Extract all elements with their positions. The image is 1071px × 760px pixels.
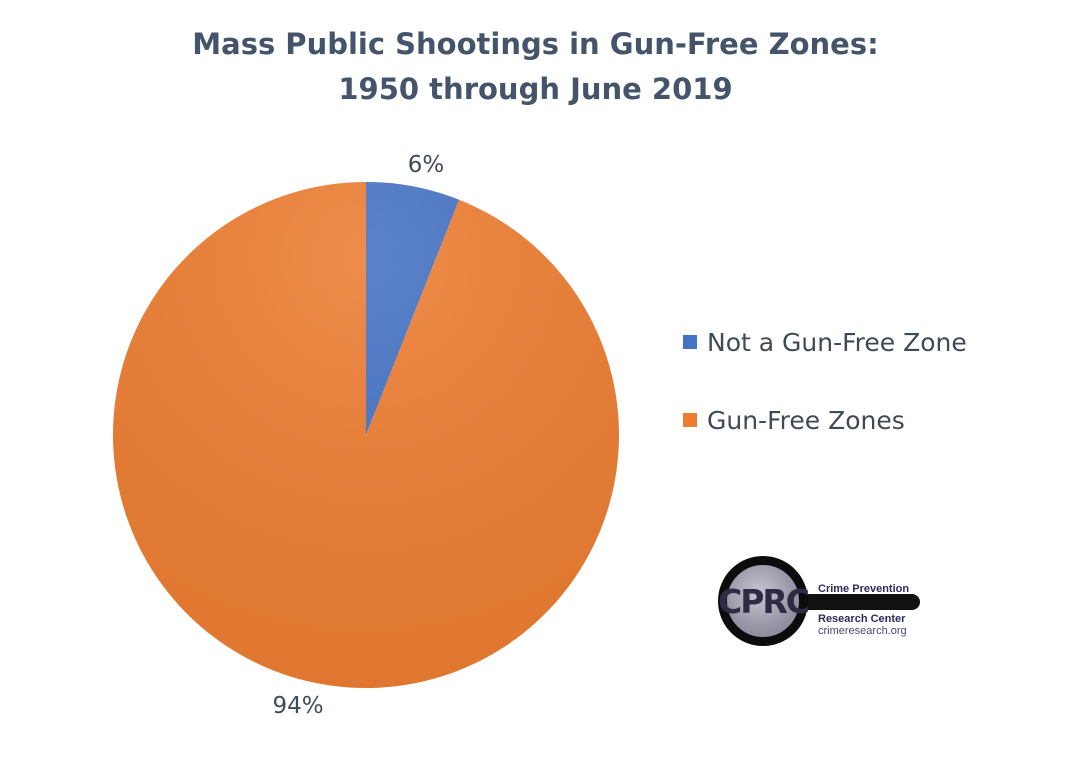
magnifier-lens-icon: CPRC [717,556,810,646]
pie-data-labels: 6% 94% [272,152,444,719]
logo-mark: CPRC [717,581,810,621]
legend-swatch-blue [683,335,697,349]
legend-item-gun-free: Gun-Free Zones [683,400,967,440]
legend-item-not-gun-free: Not a Gun-Free Zone [683,322,967,362]
logo-url: crimeresearch.org [818,625,907,637]
logo-text-line1: Crime Prevention [818,583,910,595]
legend-label: Not a Gun-Free Zone [707,327,967,357]
chart-title: Mass Public Shootings in Gun-Free Zones:… [0,22,1071,112]
chart-title-line1: Mass Public Shootings in Gun-Free Zones: [192,27,879,61]
chart-subtitle: 1950 through June 2019 [338,72,733,106]
data-label-gun-free-zones: 94% [272,693,323,719]
pie-slice-gun-free-zones [112,182,620,688]
logo-text-line2: Research Center [818,613,906,625]
data-label-not-gun-free-zone: 6% [408,152,445,178]
pie-slices [112,182,620,688]
cprc-logo: CPRC Crime Prevention Research Center cr… [717,556,920,646]
chart-legend: Not a Gun-Free Zone Gun-Free Zones [683,322,967,478]
legend-label: Gun-Free Zones [707,405,905,435]
legend-swatch-orange [683,413,697,427]
magnifier-handle [778,594,920,610]
